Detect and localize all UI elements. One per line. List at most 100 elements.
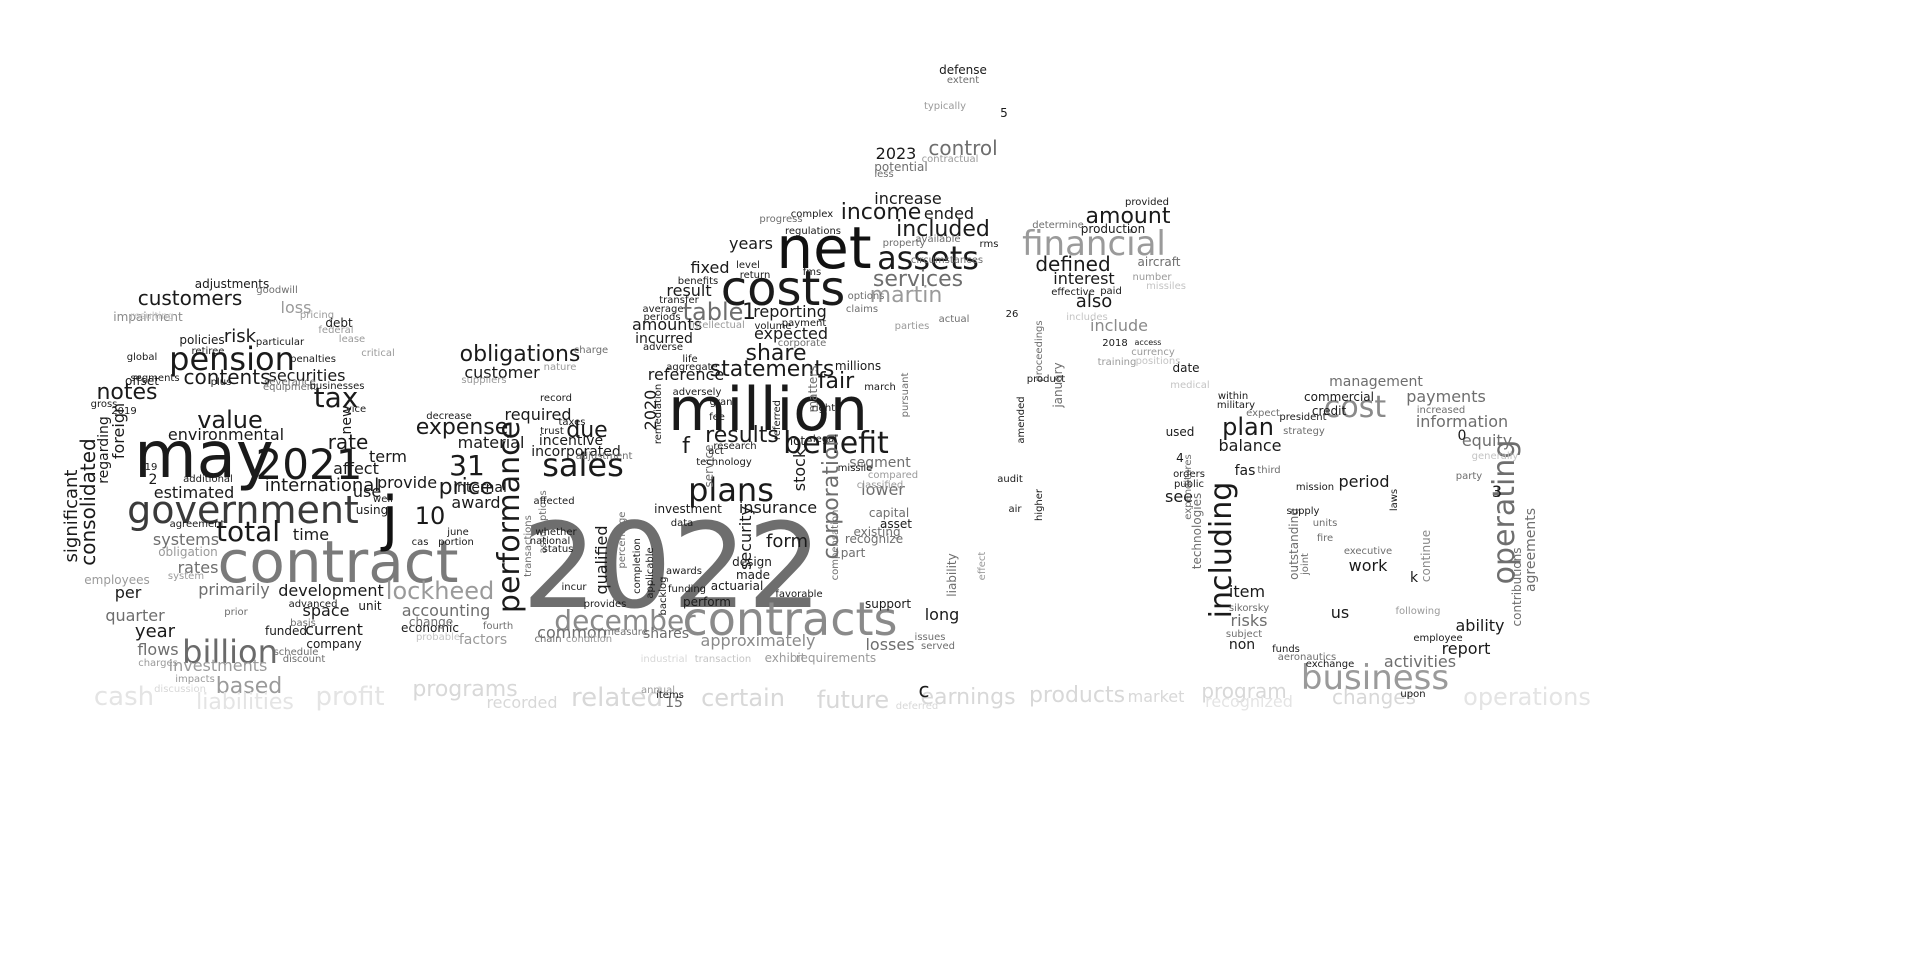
word-results: results bbox=[705, 423, 779, 448]
word-chain: chain bbox=[534, 634, 562, 645]
word-part: part bbox=[840, 546, 866, 560]
word-program: program bbox=[1201, 679, 1287, 703]
word-annual: annual bbox=[640, 685, 676, 696]
word-development: development bbox=[278, 581, 384, 600]
word-issues: issues bbox=[914, 632, 946, 643]
word-higher: higher bbox=[1034, 488, 1045, 522]
word-unit: unit bbox=[358, 599, 382, 613]
word-actual: actual bbox=[938, 314, 970, 325]
word-exhibit: exhibit bbox=[764, 651, 806, 665]
word-2023: 2023 bbox=[875, 144, 917, 163]
word-military: military bbox=[1216, 400, 1256, 411]
word-years: years bbox=[728, 234, 774, 253]
word-see: see bbox=[1164, 487, 1194, 506]
word-executive: executive bbox=[1343, 546, 1393, 557]
word-federal: federal bbox=[318, 325, 354, 336]
word-31: 31 bbox=[449, 449, 485, 482]
word-notes: notes bbox=[96, 380, 158, 405]
word-due: due bbox=[566, 418, 608, 443]
word-includes: includes bbox=[1066, 312, 1108, 323]
word-parties: parties bbox=[894, 321, 930, 332]
word-fee: fee bbox=[709, 412, 725, 423]
word-form: form bbox=[766, 531, 808, 552]
word-third: third bbox=[1257, 465, 1281, 476]
word-outstanding: outstanding bbox=[1287, 508, 1301, 580]
word-transaction: transaction bbox=[694, 654, 752, 665]
word-remediation: remediation bbox=[653, 383, 664, 445]
word-future: future bbox=[816, 686, 890, 714]
word-subject: subject bbox=[1225, 629, 1263, 640]
word-costs: costs bbox=[720, 261, 846, 317]
word-property: property bbox=[882, 238, 926, 249]
word-fas: fas bbox=[1234, 463, 1256, 479]
word-lockheed: lockheed bbox=[385, 577, 495, 605]
word-26: 26 bbox=[1005, 309, 1019, 320]
word-insurance: insurance bbox=[738, 498, 818, 517]
word-funding: funding bbox=[667, 584, 707, 595]
word-portion: portion bbox=[438, 537, 474, 548]
word-missiles: missiles bbox=[1146, 281, 1186, 292]
word-options: options bbox=[847, 291, 885, 302]
word-medical: medical bbox=[1170, 380, 1210, 391]
word-international: international bbox=[264, 475, 380, 496]
word-currency: currency bbox=[1131, 347, 1175, 358]
word-operations: operations bbox=[1463, 683, 1591, 711]
word-1: 1 bbox=[742, 300, 756, 325]
word-impacts: impacts bbox=[175, 674, 215, 685]
word-schedule: schedule bbox=[273, 647, 319, 658]
word-continue: continue bbox=[1419, 529, 1433, 583]
word-whether: whether bbox=[535, 527, 577, 538]
word-us: us bbox=[1330, 603, 1350, 622]
word-agreements: agreements bbox=[1523, 507, 1539, 593]
word-price: price bbox=[438, 475, 494, 500]
word-critical: critical bbox=[361, 348, 395, 359]
word-non: non bbox=[1228, 637, 1256, 653]
word-commercial: commercial bbox=[1304, 390, 1374, 404]
word-rate: rate bbox=[327, 430, 369, 454]
word-businesses: businesses bbox=[309, 381, 365, 392]
word-approximately: approximately bbox=[700, 631, 816, 650]
word-positions: positions bbox=[1135, 356, 1181, 367]
word-programs: programs bbox=[412, 677, 518, 702]
word-funds: funds bbox=[1272, 644, 1300, 655]
word-contracts: contracts bbox=[682, 592, 898, 646]
word-contract: contract bbox=[217, 528, 459, 596]
word-public: public bbox=[1173, 479, 1205, 490]
word-factors: factors bbox=[458, 632, 508, 648]
word-lower: lower bbox=[861, 480, 905, 499]
word-c: c bbox=[918, 678, 930, 702]
word-defense: defense bbox=[939, 63, 987, 77]
word-reporting: reporting bbox=[753, 302, 827, 321]
word-generally: generally bbox=[1471, 451, 1519, 462]
word-research: research bbox=[713, 441, 757, 452]
word-value: value bbox=[197, 406, 263, 434]
word-debt: debt bbox=[325, 316, 353, 330]
word-2019: 2019 bbox=[111, 406, 137, 417]
word-using: using bbox=[355, 503, 389, 517]
word-flows: flows bbox=[137, 640, 179, 659]
word-backlog: backlog bbox=[658, 576, 669, 616]
word-expense: expense bbox=[415, 415, 509, 440]
word-customer: customer bbox=[464, 363, 540, 382]
word-related: related bbox=[571, 683, 663, 713]
word-paid: paid bbox=[1100, 286, 1122, 297]
word-accounting: accounting bbox=[401, 601, 491, 620]
word-periods: periods bbox=[643, 312, 681, 323]
word-production: production bbox=[1080, 222, 1146, 236]
word-ended: ended bbox=[923, 204, 975, 223]
word-fire: fire bbox=[1316, 533, 1334, 544]
word-vice: vice bbox=[345, 404, 367, 415]
word-common: common bbox=[537, 623, 607, 642]
word-benefit: benefit bbox=[783, 426, 889, 461]
word-work: work bbox=[1348, 556, 1388, 575]
word-prior: prior bbox=[224, 607, 248, 618]
word-air: air bbox=[1008, 504, 1022, 515]
word-regulations: regulations bbox=[784, 226, 842, 237]
word-impairment: impairment bbox=[113, 310, 183, 324]
word-available: available bbox=[915, 234, 961, 245]
word-claims: claims bbox=[845, 304, 879, 315]
word-gross: gross bbox=[90, 399, 118, 410]
word-severance: severance bbox=[264, 377, 316, 388]
word-based: based bbox=[215, 674, 283, 699]
word-circumstances: circumstances bbox=[910, 255, 984, 266]
